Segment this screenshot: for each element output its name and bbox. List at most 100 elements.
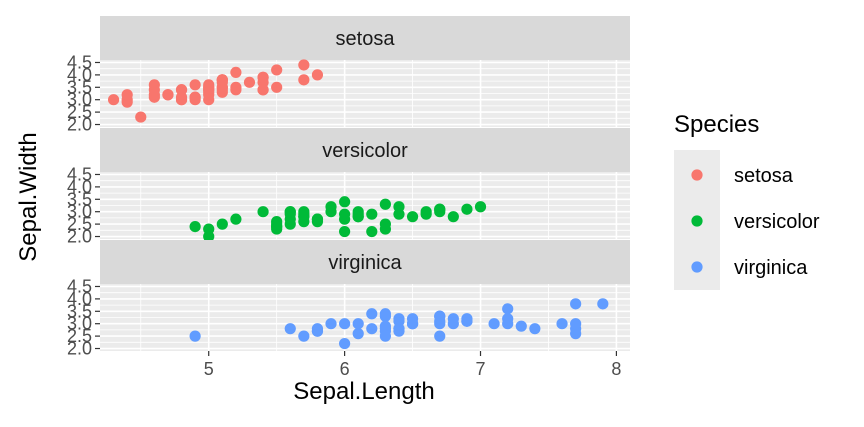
data-point-setosa (148, 79, 160, 91)
legend-key-virginica (691, 261, 703, 273)
data-point-versicolor (230, 213, 242, 225)
data-point-setosa (216, 84, 228, 96)
facet-strip (100, 240, 630, 284)
data-point-versicolor (366, 225, 378, 238)
data-point-setosa (271, 64, 283, 76)
data-point-versicolor (461, 203, 473, 215)
data-point-versicolor (339, 225, 351, 238)
data-point-virginica (379, 308, 391, 320)
data-point-virginica (352, 328, 364, 340)
data-point-virginica (284, 323, 296, 335)
y-tick-label: 4.5 (67, 52, 92, 72)
x-axis: 5 6 7 8 (204, 351, 621, 379)
x-axis-title: Sepal.Length (293, 378, 434, 405)
data-point-setosa (230, 84, 242, 96)
legend-key-setosa (691, 169, 703, 181)
data-point-virginica (447, 313, 459, 325)
data-point-setosa (107, 94, 120, 106)
data-point-virginica (189, 330, 201, 342)
x-tick-label: 5 (204, 359, 214, 379)
legend-label-versicolor: versicolor (734, 211, 820, 233)
legend-title: Species (674, 111, 759, 138)
facet-panels: setosa2.02.53.03.54.04.5versicolor2.02.5… (67, 16, 630, 359)
data-point-virginica (502, 303, 514, 315)
data-point-versicolor (393, 208, 405, 220)
x-tick-label: 7 (476, 359, 486, 379)
data-point-versicolor (352, 206, 364, 218)
y-tick-label: 4.0 (67, 177, 92, 197)
y-tick-label: 3.5 (67, 301, 92, 321)
data-point-virginica (529, 323, 541, 335)
legend-label-setosa: setosa (734, 165, 794, 187)
y-tick-label: 4.0 (67, 289, 92, 309)
data-point-virginica (556, 318, 568, 330)
data-point-versicolor (434, 203, 446, 215)
data-point-virginica (311, 325, 324, 337)
data-point-versicolor (257, 206, 269, 218)
y-tick-label: 4.5 (67, 276, 92, 296)
legend: Species setosa versicolor virginica (674, 111, 820, 290)
data-point-setosa (230, 66, 242, 79)
data-point-setosa (148, 89, 160, 101)
facet-strip-label: versicolor (322, 140, 408, 162)
data-point-versicolor (379, 223, 391, 235)
data-point-setosa (175, 94, 188, 106)
data-point-versicolor (189, 220, 201, 233)
data-point-virginica (339, 318, 351, 330)
y-tick-label: 2.5 (67, 214, 92, 234)
data-point-virginica (406, 318, 419, 330)
data-point-versicolor (406, 211, 419, 223)
data-point-setosa (298, 59, 310, 71)
data-point-virginica (352, 318, 364, 330)
data-point-virginica (570, 318, 582, 330)
facet-strip (100, 128, 630, 172)
data-point-virginica (434, 330, 446, 342)
data-point-setosa (257, 71, 269, 83)
data-point-virginica (570, 298, 582, 310)
y-tick-label: 3.0 (67, 314, 92, 334)
data-point-setosa (216, 74, 228, 86)
data-point-setosa (271, 81, 283, 93)
data-point-virginica (461, 315, 473, 327)
data-point-versicolor (284, 213, 296, 225)
data-point-setosa (243, 76, 256, 88)
y-tick-label: 2.5 (67, 326, 92, 346)
data-point-virginica (515, 320, 527, 332)
data-point-virginica (339, 337, 351, 350)
y-tick-label: 2.5 (67, 102, 92, 122)
data-point-virginica (393, 315, 405, 327)
data-point-versicolor (298, 211, 310, 223)
data-point-virginica (366, 308, 378, 320)
data-point-setosa (257, 84, 269, 96)
y-tick-label: 4.5 (67, 164, 92, 184)
data-point-virginica (379, 330, 391, 342)
data-point-versicolor (203, 223, 215, 235)
data-point-setosa (298, 74, 310, 86)
y-tick-label: 3.5 (67, 77, 92, 97)
data-point-setosa (311, 69, 324, 81)
data-point-versicolor (311, 216, 324, 228)
data-point-setosa (189, 91, 201, 103)
data-point-virginica (597, 298, 609, 310)
data-point-virginica (488, 318, 500, 330)
facet-panel-virginica: virginica 2.02.53.03.54.04.5 (67, 240, 630, 359)
facet-strip (100, 16, 630, 60)
data-point-versicolor (420, 206, 432, 218)
y-tick-label: 3.0 (67, 90, 92, 110)
facet-strip-label: setosa (336, 28, 396, 50)
facet-panel-versicolor: versicolor 2.02.53.03.54.04.5 (67, 128, 630, 247)
data-point-virginica (298, 330, 310, 342)
data-point-setosa (135, 111, 147, 123)
y-tick-label: 2.0 (67, 115, 92, 135)
data-point-versicolor (339, 196, 351, 208)
legend-key-versicolor (691, 215, 703, 227)
facet-strip-label: virginica (328, 252, 402, 274)
data-point-versicolor (474, 201, 487, 213)
data-point-versicolor (339, 213, 351, 225)
y-axis-title: Sepal.Width (15, 132, 42, 261)
data-point-versicolor (379, 198, 391, 210)
y-tick-label: 3.0 (67, 202, 92, 222)
data-point-setosa (189, 79, 201, 91)
legend-label-virginica: virginica (734, 257, 808, 279)
